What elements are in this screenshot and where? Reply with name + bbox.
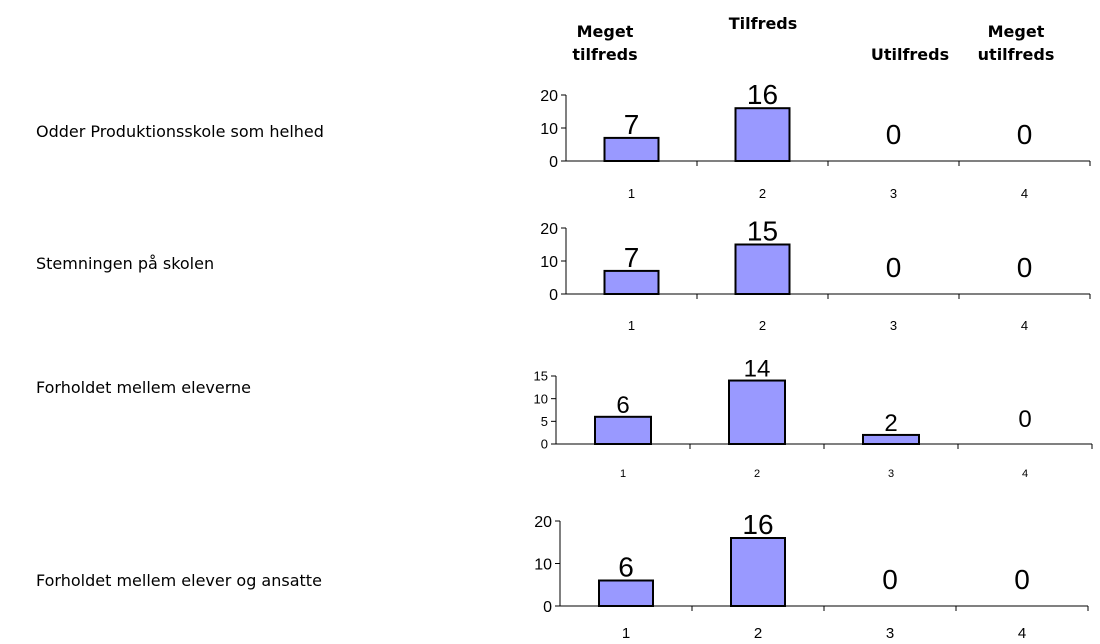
x-tick-label: 2 bbox=[759, 318, 766, 333]
x-tick-label: 3 bbox=[890, 186, 897, 201]
column-header-line: Meget bbox=[987, 22, 1045, 41]
x-tick-label: 3 bbox=[886, 625, 894, 642]
question-label: Odder Produktionsskole som helhed bbox=[36, 122, 324, 141]
column-header-line: utilfreds bbox=[977, 45, 1055, 64]
column-header-line: Meget bbox=[576, 22, 634, 41]
y-tick-label: 10 bbox=[540, 254, 558, 271]
data-label: 0 bbox=[1017, 252, 1033, 283]
data-label: 7 bbox=[624, 109, 640, 140]
column-header-utilfreds: Utilfreds bbox=[860, 43, 960, 66]
y-tick-label: 20 bbox=[540, 88, 558, 105]
question-label: Forholdet mellem eleverne bbox=[36, 378, 252, 397]
x-tick-label: 3 bbox=[890, 318, 897, 333]
column-header-line: Utilfreds bbox=[870, 45, 950, 64]
bar bbox=[734, 107, 791, 162]
data-label: 0 bbox=[1017, 119, 1033, 150]
x-tick-label: 1 bbox=[628, 318, 635, 333]
bar bbox=[730, 537, 786, 607]
bar bbox=[594, 415, 652, 445]
x-tick-label: 2 bbox=[754, 625, 762, 642]
x-tick-label: 4 bbox=[1021, 186, 1028, 201]
y-tick-label: 0 bbox=[549, 287, 558, 304]
data-label: 15 bbox=[747, 216, 778, 247]
data-label: 0 bbox=[886, 252, 902, 283]
data-label: 0 bbox=[1018, 406, 1031, 433]
column-header-line: tilfreds bbox=[572, 45, 638, 64]
data-label: 6 bbox=[616, 392, 629, 419]
x-tick-label: 4 bbox=[1018, 625, 1026, 642]
y-tick-label: 15 bbox=[534, 369, 548, 384]
question-label: Forholdet mellem elever og ansatte bbox=[36, 571, 322, 590]
x-tick-label: 1 bbox=[620, 468, 626, 480]
x-tick-label: 2 bbox=[754, 468, 760, 480]
y-tick-label: 0 bbox=[543, 599, 552, 616]
data-label: 16 bbox=[742, 509, 773, 540]
data-label: 0 bbox=[886, 119, 902, 150]
bar bbox=[734, 243, 791, 295]
bar bbox=[603, 269, 660, 295]
question-label: Stemningen på skolen bbox=[36, 254, 215, 273]
y-tick-label: 20 bbox=[540, 221, 558, 238]
data-label: 2 bbox=[884, 410, 897, 437]
x-tick-label: 2 bbox=[759, 186, 766, 201]
bar bbox=[598, 579, 654, 607]
x-tick-label: 4 bbox=[1021, 318, 1028, 333]
column-header-tilfreds: Tilfreds bbox=[718, 12, 808, 35]
x-tick-label: 1 bbox=[622, 625, 630, 642]
y-tick-label: 20 bbox=[534, 514, 552, 531]
bar bbox=[862, 433, 920, 445]
data-label: 0 bbox=[882, 564, 898, 595]
data-label: 16 bbox=[747, 79, 778, 110]
y-tick-label: 0 bbox=[541, 437, 548, 452]
data-label: 14 bbox=[744, 356, 771, 383]
y-tick-label: 0 bbox=[549, 154, 558, 171]
bar bbox=[603, 136, 660, 162]
x-tick-label: 3 bbox=[888, 468, 894, 480]
y-tick-label: 10 bbox=[534, 556, 552, 573]
column-header-meget-tilfreds: Meget tilfreds bbox=[560, 20, 650, 66]
y-tick-label: 10 bbox=[534, 391, 548, 406]
data-label: 7 bbox=[624, 242, 640, 273]
x-tick-label: 1 bbox=[628, 186, 635, 201]
data-label: 6 bbox=[618, 552, 634, 583]
y-tick-label: 5 bbox=[541, 414, 548, 429]
bar bbox=[728, 379, 786, 445]
y-tick-label: 10 bbox=[540, 121, 558, 138]
data-label: 0 bbox=[1014, 564, 1030, 595]
x-tick-label: 4 bbox=[1022, 468, 1028, 480]
column-header-meget-utilfreds: Meget utilfreds bbox=[966, 20, 1066, 66]
column-header-line: Tilfreds bbox=[728, 14, 798, 33]
